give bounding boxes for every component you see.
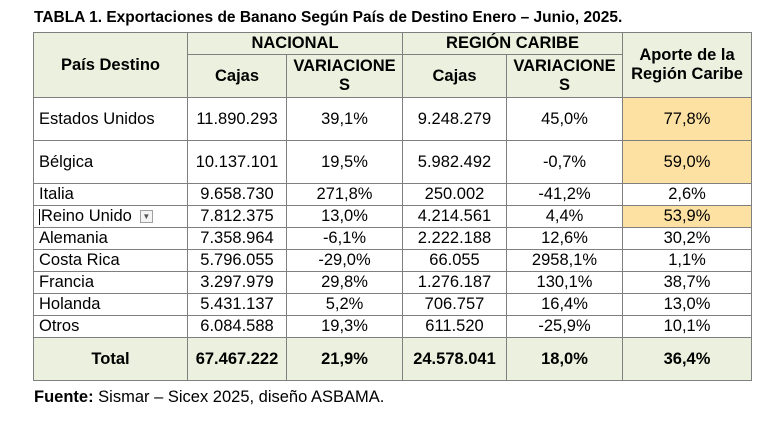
- cell-car-var: 2958,1%: [506, 249, 623, 272]
- cell-car-cajas: 5.982.492: [402, 140, 507, 184]
- table-row: Costa Rica 5.796.055 -29,0% 66.055 2958,…: [33, 249, 752, 272]
- cell-aporte: 38,7%: [622, 271, 752, 294]
- cell-car-var: -0,7%: [506, 140, 623, 184]
- cell-car-cajas: 611.520: [402, 315, 507, 338]
- cell-car-var: 130,1%: [506, 271, 623, 294]
- cell-car-var: -41,2%: [506, 183, 623, 206]
- header-nac-variaciones: VARIACIONES: [286, 54, 403, 98]
- cell-car-var: 12,6%: [506, 227, 623, 250]
- cell-nac-var: 5,2%: [286, 293, 403, 316]
- cell-car-cajas: 4.214.561: [402, 205, 507, 228]
- cell-car-cajas: 66.055: [402, 249, 507, 272]
- cell-car-var: 45,0%: [506, 97, 623, 141]
- table-row: Francia 3.297.979 29,8% 1.276.187 130,1%…: [33, 271, 752, 294]
- cell-aporte: 77,8%: [622, 97, 752, 141]
- cell-country: Italia: [33, 183, 188, 206]
- cell-nac-cajas: 7.812.375: [187, 205, 287, 228]
- cell-car-var: 16,4%: [506, 293, 623, 316]
- exports-table: País Destino NACIONAL REGIÓN CARIBE Apor…: [33, 32, 752, 381]
- total-car-cajas: 24.578.041: [402, 337, 507, 381]
- table-row: Holanda 5.431.137 5,2% 706.757 16,4% 13,…: [33, 293, 752, 316]
- cell-country: Holanda: [33, 293, 188, 316]
- total-aporte: 36,4%: [622, 337, 752, 381]
- cell-car-var: -25,9%: [506, 315, 623, 338]
- header-country: País Destino: [33, 32, 188, 98]
- cell-aporte: 2,6%: [622, 183, 752, 206]
- cell-aporte: 53,9%: [622, 205, 752, 228]
- cell-nac-cajas: 3.297.979: [187, 271, 287, 294]
- cell-nac-var: 19,3%: [286, 315, 403, 338]
- header-caribe: REGIÓN CARIBE: [402, 32, 623, 55]
- cell-nac-var: 19,5%: [286, 140, 403, 184]
- cell-car-cajas: 2.222.188: [402, 227, 507, 250]
- total-nac-var: 21,9%: [286, 337, 403, 381]
- cell-country: Francia: [33, 271, 188, 294]
- cell-aporte: 30,2%: [622, 227, 752, 250]
- cell-nac-var: -6,1%: [286, 227, 403, 250]
- table-row: Alemania 7.358.964 -6,1% 2.222.188 12,6%…: [33, 227, 752, 250]
- cell-country: Otros: [33, 315, 188, 338]
- table-row: Bélgica 10.137.101 19,5% 5.982.492 -0,7%…: [33, 140, 752, 184]
- cell-nac-cajas: 9.658.730: [187, 183, 287, 206]
- cell-country: Bélgica: [33, 140, 188, 184]
- cell-nac-cajas: 10.137.101: [187, 140, 287, 184]
- cell-car-cajas: 706.757: [402, 293, 507, 316]
- cell-nac-cajas: 11.890.293: [187, 97, 287, 141]
- cell-nac-cajas: 7.358.964: [187, 227, 287, 250]
- total-car-var: 18,0%: [506, 337, 623, 381]
- cell-aporte: 1,1%: [622, 249, 752, 272]
- cell-nac-cajas: 5.796.055: [187, 249, 287, 272]
- cell-nac-var: 29,8%: [286, 271, 403, 294]
- table-row: Otros 6.084.588 19,3% 611.520 -25,9% 10,…: [33, 315, 752, 338]
- cell-nac-cajas: 6.084.588: [187, 315, 287, 338]
- table-row: Estados Unidos 11.890.293 39,1% 9.248.27…: [33, 97, 752, 141]
- header-nacional: NACIONAL: [187, 32, 403, 55]
- cell-country: Estados Unidos: [33, 97, 188, 141]
- total-label: Total: [33, 337, 188, 381]
- source-note: Fuente: Sismar – Sicex 2025, diseño ASBA…: [34, 388, 384, 407]
- table-title: TABLA 1. Exportaciones de Banano Según P…: [34, 9, 623, 26]
- table-row: Reino Unido ▼ 7.812.375 13,0% 4.214.561 4…: [33, 205, 752, 228]
- source-text: Sismar – Sicex 2025, diseño ASBAMA.: [93, 388, 385, 406]
- cell-nac-var: 13,0%: [286, 205, 403, 228]
- cell-nac-cajas: 5.431.137: [187, 293, 287, 316]
- cell-car-cajas: 250.002: [402, 183, 507, 206]
- cell-car-cajas: 1.276.187: [402, 271, 507, 294]
- header-nac-cajas: Cajas: [187, 54, 287, 98]
- total-row: Total 67.467.222 21,9% 24.578.041 18,0% …: [33, 337, 752, 381]
- source-label: Fuente:: [34, 388, 94, 406]
- cell-nac-var: 271,8%: [286, 183, 403, 206]
- table-row: Italia 9.658.730 271,8% 250.002 -41,2% 2…: [33, 183, 752, 206]
- total-nac-cajas: 67.467.222: [187, 337, 287, 381]
- cell-aporte: 59,0%: [622, 140, 752, 184]
- cell-nac-var: 39,1%: [286, 97, 403, 141]
- cell-country-selected[interactable]: Reino Unido ▼: [33, 205, 188, 228]
- cell-country-text: Reino Unido: [41, 207, 132, 225]
- cell-country: Alemania: [33, 227, 188, 250]
- cell-nac-var: -29,0%: [286, 249, 403, 272]
- cell-car-cajas: 9.248.279: [402, 97, 507, 141]
- header-car-variaciones: VARIACIONES: [506, 54, 623, 98]
- text-cursor: [39, 208, 40, 225]
- dropdown-arrow-icon[interactable]: ▼: [139, 210, 153, 224]
- header-car-cajas: Cajas: [402, 54, 507, 98]
- cell-country: Costa Rica: [33, 249, 188, 272]
- cell-car-var: 4,4%: [506, 205, 623, 228]
- header-aporte: Aporte de la Región Caribe: [622, 32, 752, 98]
- cell-aporte: 13,0%: [622, 293, 752, 316]
- cell-aporte: 10,1%: [622, 315, 752, 338]
